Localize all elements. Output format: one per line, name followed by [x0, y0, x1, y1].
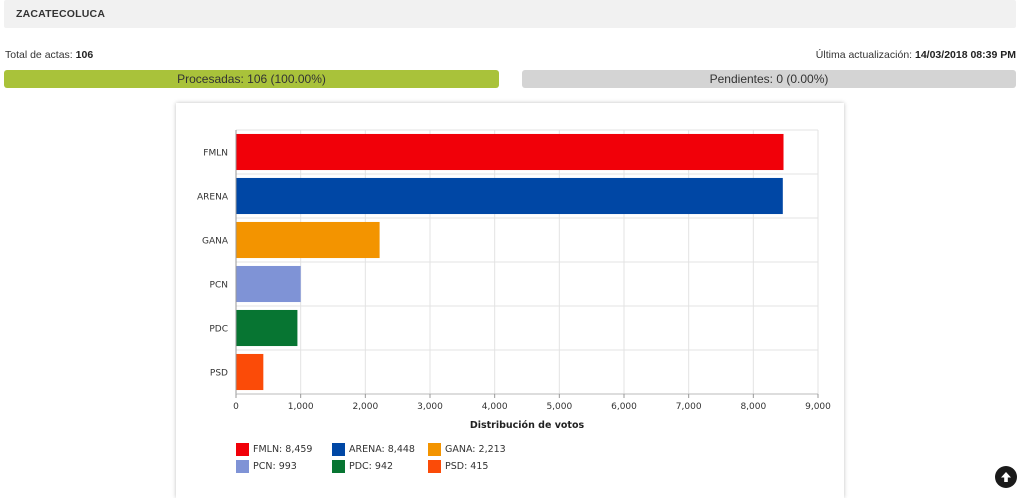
- legend-swatch: [428, 442, 441, 456]
- x-tick-label: 1,000: [288, 402, 314, 412]
- legend-label: PCN: 993: [253, 460, 297, 472]
- total-actas: Total de actas: 106: [5, 49, 93, 61]
- legend-item[interactable]: ARENA: 8,448: [332, 442, 428, 456]
- processed-progress-bar: Procesadas: 106 (100.00%): [4, 70, 499, 88]
- category-label: PSD: [210, 369, 228, 379]
- last-update-value: 14/03/2018 08:39 PM: [915, 49, 1016, 61]
- category-label: ARENA: [197, 193, 229, 203]
- chart-legend: FMLN: 8,459 ARENA: 8,448 GANA: 2,213 PCN: 9…: [236, 442, 576, 473]
- pending-label: Pendientes: 0 (0.00%): [709, 72, 829, 86]
- bar-psd: [236, 353, 264, 391]
- legend-label: PSD: 415: [445, 460, 489, 472]
- arrow-up-circle-icon: [1001, 472, 1011, 482]
- bar-arena: [236, 177, 783, 215]
- last-update: Última actualización: 14/03/2018 08:39 P…: [816, 49, 1016, 61]
- x-tick-label: 4,000: [482, 402, 508, 412]
- x-tick-label: 3,000: [417, 402, 443, 412]
- category-label: GANA: [202, 237, 229, 247]
- x-tick-label: 9,000: [805, 402, 831, 412]
- bar-fmln: [236, 133, 784, 171]
- last-update-label: Última actualización:: [815, 49, 913, 61]
- processed-label: Procesadas: 106 (100.00%): [177, 72, 326, 86]
- header-bar: ZACATECOLUCA: [4, 0, 1016, 28]
- legend-swatch: [236, 459, 249, 473]
- bar-pcn: [236, 265, 301, 303]
- legend-item[interactable]: PDC: 942: [332, 459, 428, 473]
- legend-item[interactable]: FMLN: 8,459: [236, 442, 332, 456]
- page-title: ZACATECOLUCA: [16, 8, 106, 20]
- x-tick-label: 2,000: [352, 402, 378, 412]
- x-tick-label: 7,000: [676, 402, 702, 412]
- legend-item[interactable]: PCN: 993: [236, 459, 332, 473]
- total-actas-label: Total de actas:: [5, 49, 73, 61]
- x-tick-label: 0: [233, 402, 239, 412]
- legend-swatch: [332, 442, 345, 456]
- legend-label: FMLN: 8,459: [253, 443, 313, 455]
- legend-label: GANA: 2,213: [445, 443, 506, 455]
- scroll-top-button[interactable]: [995, 466, 1017, 488]
- legend-swatch: [428, 459, 441, 473]
- vote-distribution-chart: FMLN ARENA GANA PCN PDC PSD 0 1,000 2,000 3,000 4,…: [197, 129, 831, 431]
- total-actas-value: 106: [75, 49, 94, 61]
- bar-gana: [236, 221, 380, 259]
- pending-progress-bar: Pendientes: 0 (0.00%): [522, 70, 1016, 88]
- legend-swatch: [332, 459, 345, 473]
- chart-card: FMLN ARENA GANA PCN PDC PSD 0 1,000 2,000 3,000 4,…: [176, 103, 844, 498]
- x-axis-title: Distribución de votos: [470, 420, 585, 431]
- legend-item[interactable]: GANA: 2,213: [428, 442, 524, 456]
- x-tick-label: 6,000: [611, 402, 637, 412]
- category-label: PCN: [210, 281, 228, 291]
- category-label: FMLN: [203, 149, 228, 159]
- x-tick-label: 8,000: [740, 402, 766, 412]
- legend-label: ARENA: 8,448: [349, 443, 415, 455]
- x-tick-label: 5,000: [546, 402, 572, 412]
- category-label: PDC: [209, 325, 228, 335]
- legend-item[interactable]: PSD: 415: [428, 459, 524, 473]
- legend-swatch: [236, 442, 249, 456]
- bar-pdc: [236, 309, 298, 347]
- legend-label: PDC: 942: [349, 460, 394, 472]
